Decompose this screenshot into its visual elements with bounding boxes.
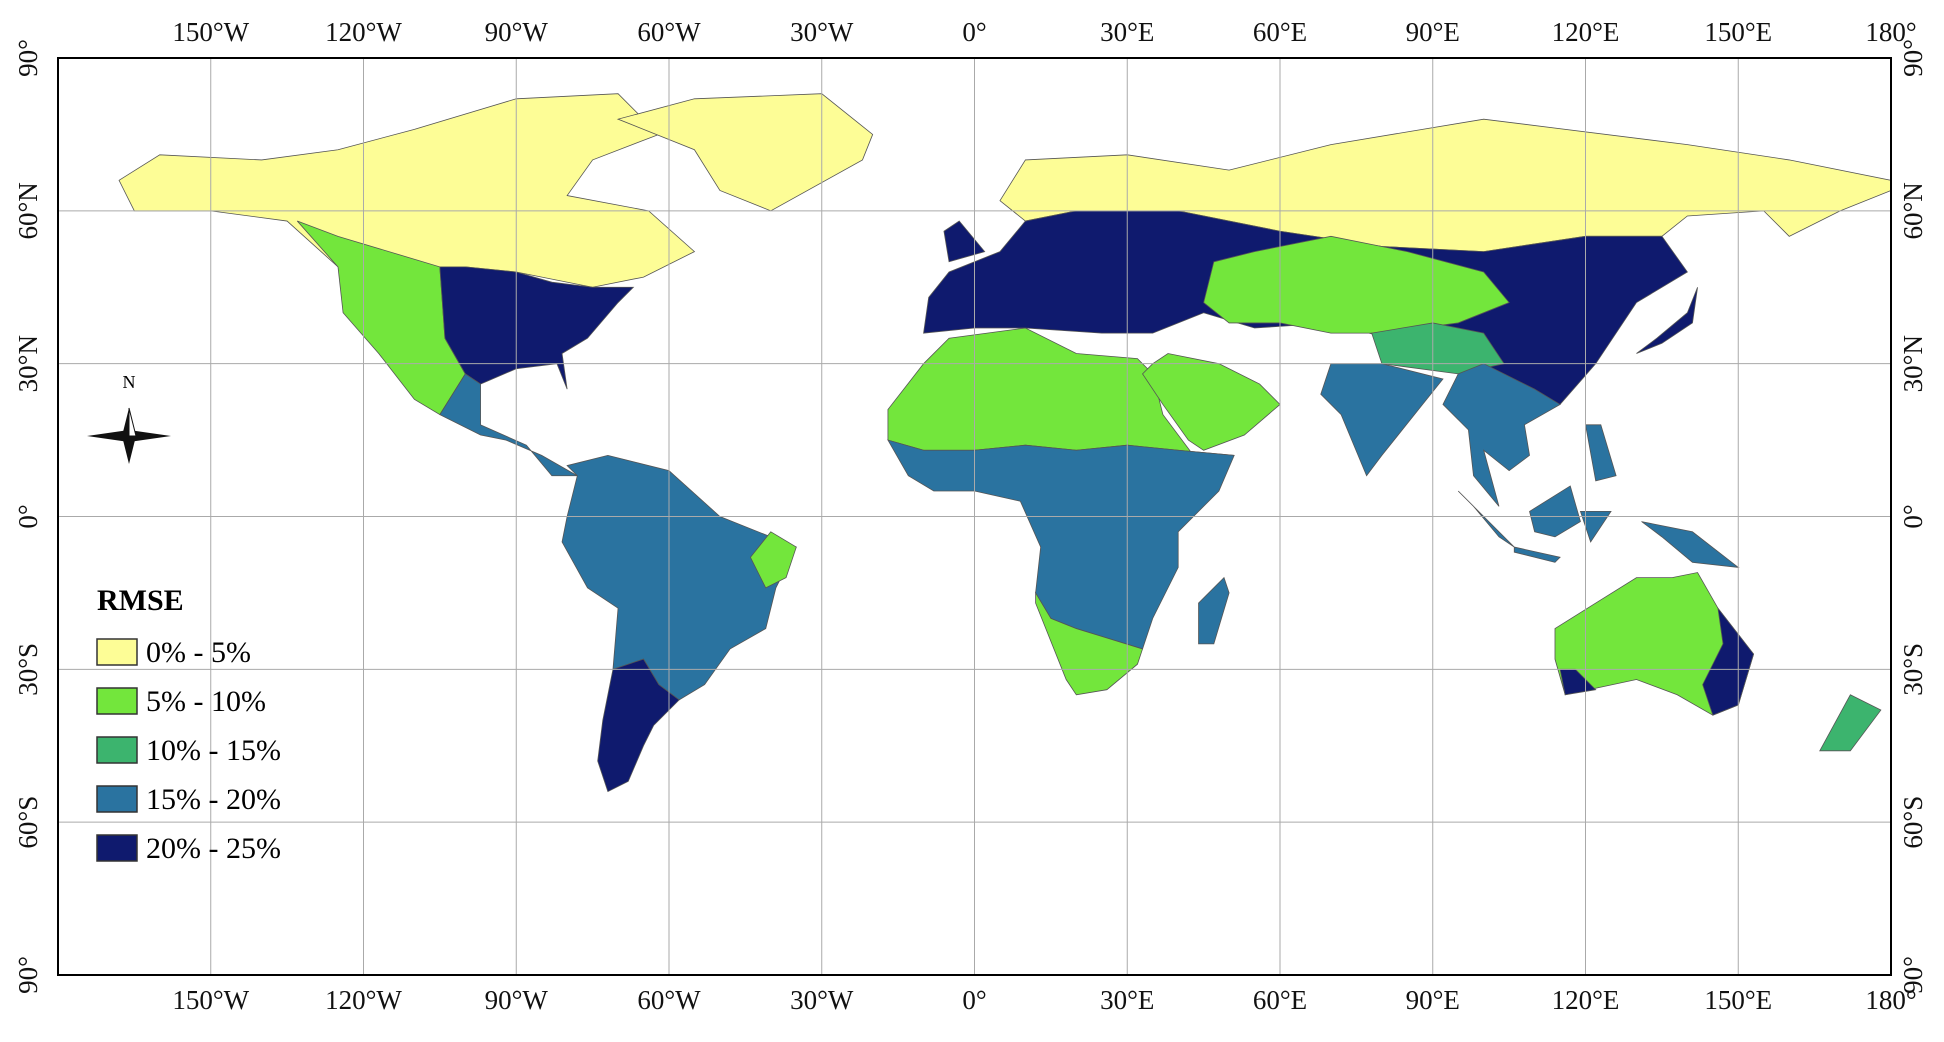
region xyxy=(1530,486,1581,537)
legend: RMSE 0% - 5% 5% - 10% 10% - 15% 15% - 20% 20… xyxy=(96,584,281,865)
lon-tick-label: 90°W xyxy=(485,985,549,1015)
legend-label: 10% - 15% xyxy=(146,734,281,767)
lon-tick-label: 0° xyxy=(962,17,986,47)
lat-tick-label: 60°S xyxy=(13,796,43,849)
lat-tick-label: 30°N xyxy=(1898,335,1928,392)
lon-tick-label: 150°E xyxy=(1704,985,1772,1015)
lon-tick-label: 60°W xyxy=(637,985,701,1015)
region xyxy=(1820,695,1881,751)
legend-label: 15% - 20% xyxy=(146,783,281,816)
lon-tick-label: 120°E xyxy=(1552,17,1620,47)
region xyxy=(598,659,679,791)
legend-swatch xyxy=(96,638,138,666)
legend-title: RMSE xyxy=(97,584,184,617)
lat-tick-label: 30°S xyxy=(13,643,43,696)
lat-tick-label: 0° xyxy=(13,504,43,528)
lon-tick-label: 120°E xyxy=(1552,985,1620,1015)
map-frame xyxy=(57,57,1892,976)
lon-tick-label: 30°E xyxy=(1100,17,1154,47)
lon-tick-label: 90°E xyxy=(1406,985,1460,1015)
compass-highlight xyxy=(128,407,137,437)
region xyxy=(1458,491,1514,547)
lat-tick-label: 90° xyxy=(13,39,43,77)
compass-label: N xyxy=(123,372,136,392)
land-masses xyxy=(119,94,1891,792)
compass: N xyxy=(87,372,171,464)
lat-tick-label: 90° xyxy=(13,956,43,994)
lon-tick-label: 90°E xyxy=(1406,17,1460,47)
lon-tick-label: 60°E xyxy=(1253,17,1307,47)
lon-tick-label: 30°W xyxy=(790,17,854,47)
lon-tick-label: 30°W xyxy=(790,985,854,1015)
region xyxy=(1199,578,1230,644)
lat-tick-label: 60°S xyxy=(1898,796,1928,849)
lon-tick-label: 150°W xyxy=(172,17,249,47)
lon-tick-label: 60°E xyxy=(1253,985,1307,1015)
lon-tick-label: 30°E xyxy=(1100,985,1154,1015)
region xyxy=(1143,353,1280,450)
lon-tick-label: 150°E xyxy=(1704,17,1772,47)
lat-tick-label: 90° xyxy=(1898,956,1928,994)
region xyxy=(1321,364,1443,476)
region xyxy=(1514,547,1560,562)
lon-tick-label: 0° xyxy=(962,985,986,1015)
lat-tick-label: 90° xyxy=(1898,39,1928,77)
legend-swatch xyxy=(96,834,138,862)
lon-tick-label: 60°W xyxy=(637,17,701,47)
region xyxy=(944,221,985,262)
lat-tick-label: 60°N xyxy=(13,182,43,239)
lat-tick-label: 30°S xyxy=(1898,643,1928,696)
lon-tick-label: 180° xyxy=(1865,985,1916,1015)
lon-tick-label: 150°W xyxy=(172,985,249,1015)
region xyxy=(750,532,796,588)
lon-tick-label: 90°W xyxy=(485,17,549,47)
region xyxy=(888,440,1234,649)
lon-tick-label: 180° xyxy=(1865,17,1916,47)
lon-tick-label: 120°W xyxy=(325,17,402,47)
region xyxy=(1642,522,1739,568)
legend-label: 5% - 10% xyxy=(146,685,266,718)
lat-tick-label: 30°N xyxy=(13,335,43,392)
region xyxy=(1586,425,1617,481)
lat-tick-label: 60°N xyxy=(1898,182,1928,239)
region xyxy=(1636,287,1697,353)
legend-swatch xyxy=(96,785,138,813)
lon-tick-label: 120°W xyxy=(325,985,402,1015)
lat-tick-label: 0° xyxy=(1898,504,1928,528)
region xyxy=(440,374,577,476)
region xyxy=(618,94,873,211)
region xyxy=(1703,608,1754,715)
legend-swatch xyxy=(96,687,138,715)
legend-label: 20% - 25% xyxy=(146,832,281,865)
legend-label: 0% - 5% xyxy=(146,636,251,669)
legend-swatch xyxy=(96,736,138,764)
